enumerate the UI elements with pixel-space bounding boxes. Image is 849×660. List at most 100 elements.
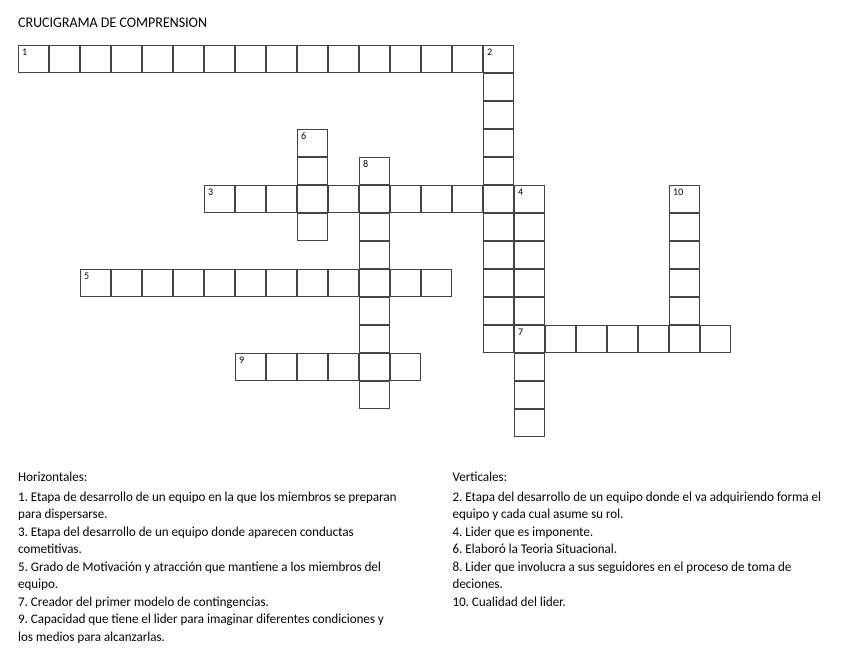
- crossword-cell[interactable]: [297, 213, 328, 241]
- crossword-cell[interactable]: [49, 45, 80, 73]
- crossword-cell[interactable]: [390, 353, 421, 381]
- crossword-cell[interactable]: [328, 269, 359, 297]
- crossword-cell[interactable]: [359, 213, 390, 241]
- crossword-cell[interactable]: [514, 409, 545, 437]
- crossword-cell[interactable]: [204, 45, 235, 73]
- crossword-cell[interactable]: [359, 297, 390, 325]
- crossword-cell[interactable]: [359, 325, 390, 353]
- clue-item: 4. Lider que es imponente.: [453, 524, 832, 542]
- crossword-cell[interactable]: 3: [204, 185, 235, 213]
- clue-item: 7. Creador del primer modelo de continge…: [18, 594, 397, 612]
- cell-number: 8: [363, 159, 368, 169]
- crossword-cell[interactable]: [297, 185, 328, 213]
- crossword-cell[interactable]: [700, 325, 731, 353]
- crossword-cell[interactable]: [204, 269, 235, 297]
- crossword-cell[interactable]: 10: [669, 185, 700, 213]
- crossword-cell[interactable]: [669, 325, 700, 353]
- crossword-cell[interactable]: [576, 325, 607, 353]
- crossword-cell[interactable]: [297, 157, 328, 185]
- crossword-cell[interactable]: [514, 297, 545, 325]
- crossword-cell[interactable]: [390, 185, 421, 213]
- crossword-cell[interactable]: 2: [483, 45, 514, 73]
- clue-item: 8. Lider que involucra a sus seguidores …: [453, 559, 832, 594]
- crossword-cell[interactable]: [607, 325, 638, 353]
- crossword-cell[interactable]: [328, 185, 359, 213]
- clue-item: 10. Cualidad del lider.: [453, 594, 832, 612]
- crossword-cell[interactable]: [669, 241, 700, 269]
- crossword-cell[interactable]: [669, 213, 700, 241]
- crossword-cell[interactable]: [111, 269, 142, 297]
- crossword-cell[interactable]: [514, 241, 545, 269]
- crossword-cell[interactable]: [669, 297, 700, 325]
- crossword-cell[interactable]: [142, 45, 173, 73]
- cell-number: 10: [673, 187, 683, 197]
- crossword-cell[interactable]: [483, 101, 514, 129]
- crossword-cell[interactable]: 4: [514, 185, 545, 213]
- crossword-cell[interactable]: [266, 269, 297, 297]
- crossword-cell[interactable]: [483, 269, 514, 297]
- crossword-cell[interactable]: [390, 45, 421, 73]
- crossword-cell[interactable]: 9: [235, 353, 266, 381]
- crossword-cell[interactable]: [545, 325, 576, 353]
- crossword-cell[interactable]: [514, 213, 545, 241]
- crossword-cell[interactable]: 1: [18, 45, 49, 73]
- crossword-cell[interactable]: [452, 185, 483, 213]
- crossword-cell[interactable]: [483, 157, 514, 185]
- crossword-cell[interactable]: [297, 45, 328, 73]
- crossword-cell[interactable]: [359, 381, 390, 409]
- crossword-cell[interactable]: [266, 185, 297, 213]
- crossword-cell[interactable]: [483, 73, 514, 101]
- crossword-cell[interactable]: [80, 45, 111, 73]
- crossword-cell[interactable]: [328, 353, 359, 381]
- cell-number: 2: [487, 47, 492, 57]
- crossword-cell[interactable]: [483, 297, 514, 325]
- crossword-cell[interactable]: [390, 269, 421, 297]
- crossword-cell[interactable]: [359, 269, 390, 297]
- cell-number: 7: [518, 327, 523, 337]
- crossword-cell[interactable]: [421, 185, 452, 213]
- horizontales-column: Horizontales: 1. Etapa de desarrollo de …: [18, 469, 397, 646]
- crossword-cell[interactable]: 6: [297, 129, 328, 157]
- crossword-cell[interactable]: [142, 269, 173, 297]
- crossword-cell[interactable]: [359, 241, 390, 269]
- clue-item: 5. Grado de Motivación y atracción que m…: [18, 559, 397, 594]
- crossword-cell[interactable]: 8: [359, 157, 390, 185]
- crossword-cell[interactable]: [421, 45, 452, 73]
- clues-section: Horizontales: 1. Etapa de desarrollo de …: [18, 469, 831, 646]
- crossword-cell[interactable]: [173, 269, 204, 297]
- crossword-cell[interactable]: [452, 45, 483, 73]
- crossword-cell[interactable]: [359, 45, 390, 73]
- crossword-cell[interactable]: [483, 241, 514, 269]
- crossword-cell[interactable]: [173, 45, 204, 73]
- crossword-cell[interactable]: [297, 269, 328, 297]
- crossword-cell[interactable]: [669, 269, 700, 297]
- crossword-cell[interactable]: [638, 325, 669, 353]
- crossword-cell[interactable]: [266, 353, 297, 381]
- horizontales-heading: Horizontales:: [18, 469, 397, 487]
- cell-number: 3: [208, 187, 213, 197]
- clue-item: 2. Etapa del desarrollo de un equipo don…: [453, 489, 832, 524]
- crossword-cell[interactable]: [235, 269, 266, 297]
- crossword-cell[interactable]: [483, 129, 514, 157]
- clue-item: 9. Capacidad que tiene el lider para ima…: [18, 611, 397, 646]
- crossword-cell[interactable]: [514, 353, 545, 381]
- crossword-cell[interactable]: [359, 353, 390, 381]
- crossword-cell[interactable]: [514, 381, 545, 409]
- verticales-column: Verticales: 2. Etapa del desarrollo de u…: [453, 469, 832, 646]
- crossword-cell[interactable]: [235, 185, 266, 213]
- crossword-cell[interactable]: [266, 45, 297, 73]
- crossword-cell[interactable]: [483, 213, 514, 241]
- crossword-cell[interactable]: [514, 269, 545, 297]
- crossword-cell[interactable]: [111, 45, 142, 73]
- crossword-cell[interactable]: [421, 269, 452, 297]
- crossword-cell[interactable]: [359, 185, 390, 213]
- crossword-cell[interactable]: 5: [80, 269, 111, 297]
- crossword-cell[interactable]: [483, 325, 514, 353]
- crossword-cell[interactable]: [235, 45, 266, 73]
- crossword-cell[interactable]: [297, 353, 328, 381]
- page-title: CRUCIGRAMA DE COMPRENSION: [18, 14, 831, 31]
- crossword-cell[interactable]: [483, 185, 514, 213]
- crossword-cell[interactable]: 7: [514, 325, 545, 353]
- cell-number: 5: [84, 271, 89, 281]
- crossword-cell[interactable]: [328, 45, 359, 73]
